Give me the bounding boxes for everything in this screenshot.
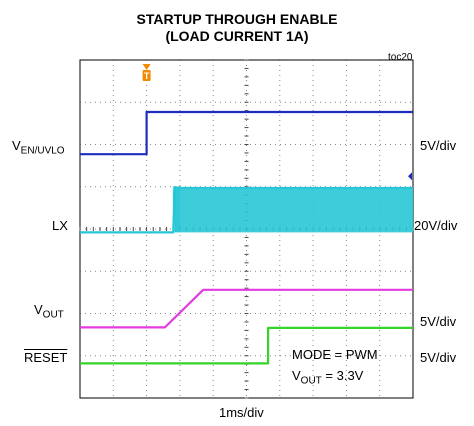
trace-lx [80,186,413,234]
channel-label-ven: VEN/UVLO [12,138,65,157]
scale-label-reset: 5V/div [420,350,457,365]
scale-label-lx: 20V/div [414,218,458,233]
annotation-vout: VOUT = 3.3V [292,368,364,387]
chart-title-line1: STARTUP THROUGH ENABLE [136,11,338,27]
annotation-mode: MODE = PWM [292,347,378,362]
channel-label-reset: RESET [24,350,68,365]
channel-label-vout: VOUT [34,302,64,321]
trigger-marker-arrow [142,64,151,70]
time-div-label: 1ms/div [219,405,264,420]
trace-venuvlo [80,110,413,156]
trigger-marker [142,70,151,81]
channel-label-lx: LX [52,218,68,233]
scale-label-ven: 5V/div [420,138,457,153]
level-marker [408,172,412,181]
trace-reset [80,326,413,365]
scale-label-vout: 5V/div [420,314,457,329]
trace-vout [80,288,413,329]
chart-title-line2: (LOAD CURRENT 1A) [165,28,309,44]
lx-switching-band [174,188,413,233]
figure-id: toc20 [388,52,413,63]
trigger-marker-letter: T [144,71,150,81]
